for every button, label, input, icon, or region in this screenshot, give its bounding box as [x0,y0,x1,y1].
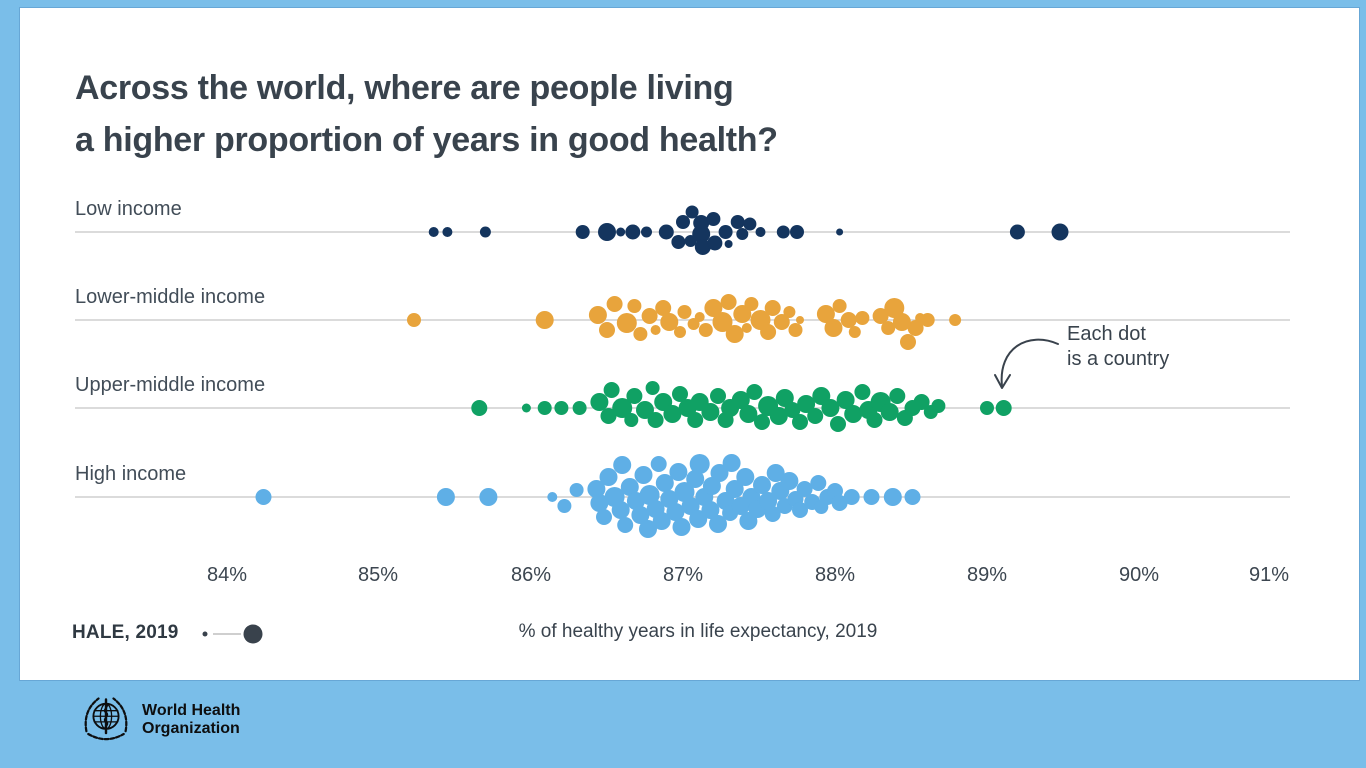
who-wordmark-line1: World Health [142,702,241,719]
who-logo: World Health Organization [78,692,240,748]
row-label-low-income: Low income [75,198,182,220]
x-tick-87: 87% [662,564,704,586]
chart-card [20,8,1359,680]
x-tick-86: 86% [510,564,552,586]
each-dot-annotation: Each dot is a country [1067,322,1169,372]
annotation-line1: Each dot [1067,323,1146,345]
hale-legend-label: HALE, 2019 [72,622,179,643]
page-title-line1: Across the world, where are people livin… [75,69,734,107]
x-tick-90: 90% [1118,564,1160,586]
x-tick-89: 89% [966,564,1008,586]
x-axis-title: % of healthy years in life expectancy, 2… [518,621,878,642]
x-tick-91: 91% [1248,564,1290,586]
row-label-high-income: High income [75,463,187,485]
page-title-line2: a higher proportion of years in good hea… [75,121,778,159]
x-tick-85: 85% [357,564,399,586]
x-tick-88: 88% [814,564,856,586]
row-label-upper-middle-income: Upper-middle income [75,374,266,396]
who-wordmark: World Health Organization [142,702,240,738]
who-emblem-icon [84,697,128,741]
annotation-line2: is a country [1067,348,1170,370]
page-title: Across the world, where are people livin… [75,62,778,166]
who-wordmark-line2: Organization [142,720,240,737]
row-label-lower-middle-income: Lower-middle income [75,286,266,308]
x-tick-84: 84% [206,564,248,586]
